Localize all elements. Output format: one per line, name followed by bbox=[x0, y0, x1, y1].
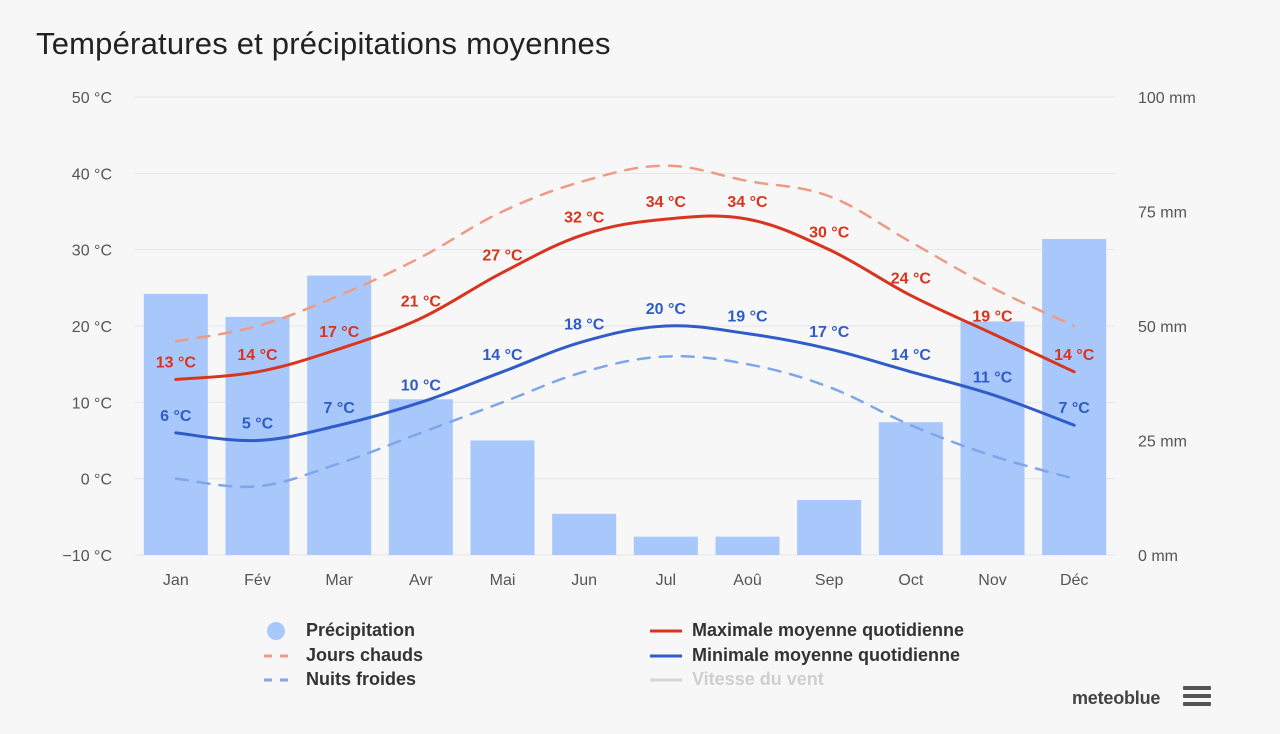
x-tick-label: Jun bbox=[571, 572, 597, 589]
max-data-label: 14 °C bbox=[1054, 347, 1095, 364]
y-right-tick-label: 100 mm bbox=[1138, 90, 1196, 107]
legend-item-min[interactable]: Minimale moyenne quotidienne bbox=[648, 645, 960, 666]
min-line bbox=[174, 324, 1076, 443]
max-data-label: 17 °C bbox=[319, 324, 360, 341]
legend-label: Jours chauds bbox=[306, 645, 424, 665]
min-data-label: 20 °C bbox=[646, 301, 687, 318]
min-data-label: 14 °C bbox=[891, 347, 932, 364]
legend-item-hot[interactable]: Jours chauds bbox=[262, 645, 423, 666]
x-tick-label: Mar bbox=[325, 572, 353, 589]
legend-symbol-wind bbox=[650, 678, 682, 681]
min-data-label: 6 °C bbox=[160, 408, 192, 425]
precipitation-bar bbox=[797, 500, 862, 555]
precipitation-bar bbox=[1042, 238, 1107, 556]
y-left-tick-label: 0 °C bbox=[81, 472, 112, 489]
precipitation-bar bbox=[960, 321, 1025, 555]
hamburger-menu-icon[interactable] bbox=[1183, 686, 1211, 710]
max-data-label: 34 °C bbox=[646, 194, 687, 211]
x-tick-label: Mai bbox=[490, 572, 516, 589]
legend-label: Nuits froides bbox=[306, 669, 417, 689]
legend-symbol-cold bbox=[264, 678, 296, 681]
legend-label: Maximale moyenne quotidienne bbox=[692, 620, 965, 640]
x-tick-label: Jan bbox=[163, 572, 189, 589]
min-data-label: 18 °C bbox=[564, 316, 605, 333]
precipitation-bar bbox=[633, 536, 698, 555]
x-tick-label: Jul bbox=[656, 572, 676, 589]
y-right-tick-label: 50 mm bbox=[1138, 319, 1187, 336]
y-left-tick-label: 40 °C bbox=[72, 166, 112, 183]
precipitation-bar bbox=[878, 422, 943, 555]
min-data-label: 14 °C bbox=[482, 347, 523, 364]
legend-item-cold[interactable]: Nuits froides bbox=[262, 669, 416, 690]
min-data-label: 7 °C bbox=[1059, 400, 1091, 417]
precipitation-bar bbox=[470, 440, 535, 555]
max-data-label: 14 °C bbox=[237, 347, 278, 364]
precipitation-bar bbox=[388, 399, 453, 555]
legend-label: Précipitation bbox=[306, 620, 416, 640]
min-data-label: 10 °C bbox=[401, 377, 442, 394]
max-data-label: 13 °C bbox=[156, 354, 197, 371]
max-data-label: 21 °C bbox=[401, 293, 442, 310]
legend-item-precip[interactable]: Précipitation bbox=[262, 620, 415, 641]
y-left-tick-label: 10 °C bbox=[72, 395, 112, 412]
y-right-tick-label: 75 mm bbox=[1138, 205, 1187, 222]
x-tick-label: Sep bbox=[815, 572, 844, 589]
max-data-label: 24 °C bbox=[891, 270, 932, 287]
data-labels: 13 °C 14 °C 17 °C 21 °C 27 °C 32 °C 34 °C 34 °C… bbox=[156, 194, 1095, 432]
legend-symbol-precip bbox=[267, 621, 285, 640]
y-right-tick-label: 25 mm bbox=[1138, 434, 1187, 451]
y-left-tick-label: 30 °C bbox=[72, 243, 112, 260]
max-line bbox=[174, 214, 1076, 381]
brand-logo[interactable]: meteoblue bbox=[1072, 688, 1161, 708]
y-left-tick-label: −10 °C bbox=[62, 548, 112, 565]
x-tick-label: Oct bbox=[898, 572, 923, 589]
max-data-label: 27 °C bbox=[482, 248, 523, 265]
max-data-label: 30 °C bbox=[809, 225, 850, 242]
y-axis-left: −10 °C 0 °C 10 °C 20 °C 30 °C 40 °C 50 °C bbox=[62, 90, 112, 565]
precipitation-bar bbox=[715, 536, 780, 555]
y-right-tick-label: 0 mm bbox=[1138, 548, 1178, 565]
max-data-label: 32 °C bbox=[564, 209, 605, 226]
max-data-label: 34 °C bbox=[727, 194, 768, 211]
min-data-label: 7 °C bbox=[324, 400, 356, 417]
min-data-label: 5 °C bbox=[242, 416, 274, 433]
y-axis-right: 0 mm 25 mm 50 mm 75 mm 100 mm bbox=[1138, 90, 1196, 565]
x-tick-label: Nov bbox=[978, 572, 1006, 589]
chart-svg: −10 °C 0 °C 10 °C 20 °C 30 °C 40 °C 50 °C 0 mm… bbox=[62, 90, 1196, 589]
precipitation-bars bbox=[143, 238, 1107, 556]
cold-line bbox=[174, 355, 1076, 489]
y-left-tick-label: 20 °C bbox=[72, 319, 112, 336]
y-left-tick-label: 50 °C bbox=[72, 90, 112, 107]
x-tick-label: Déc bbox=[1060, 572, 1088, 589]
hot-line bbox=[174, 164, 1076, 343]
grid-lines bbox=[135, 96, 1115, 556]
x-tick-label: Fév bbox=[244, 572, 271, 589]
min-data-label: 19 °C bbox=[727, 309, 768, 326]
legend-item-wind[interactable]: Vitesse du vent bbox=[648, 669, 824, 690]
min-data-label: 11 °C bbox=[973, 370, 1013, 387]
x-tick-label: Aoû bbox=[733, 572, 761, 589]
legend-symbol-max bbox=[650, 629, 682, 632]
precipitation-bar bbox=[225, 316, 290, 555]
legend-symbol-hot bbox=[264, 654, 296, 657]
max-data-label: 19 °C bbox=[972, 309, 1013, 326]
precipitation-bar bbox=[552, 513, 617, 555]
legend-item-max[interactable]: Maximale moyenne quotidienne bbox=[648, 620, 964, 641]
min-data-label: 17 °C bbox=[809, 324, 850, 341]
legend-label: Vitesse du vent bbox=[692, 669, 824, 689]
x-axis-labels: Jan Fév Mar Avr Mai Jun Jul Aoû Sep Oct Nov Déc bbox=[163, 572, 1088, 589]
precipitation-bar bbox=[307, 275, 372, 555]
temperature-lines bbox=[174, 164, 1076, 489]
legend-label: Minimale moyenne quotidienne bbox=[692, 645, 961, 665]
x-tick-label: Avr bbox=[409, 572, 433, 589]
chart-title: Températures et précipitations moyennes bbox=[36, 26, 611, 61]
legend-symbol-min bbox=[650, 654, 682, 657]
